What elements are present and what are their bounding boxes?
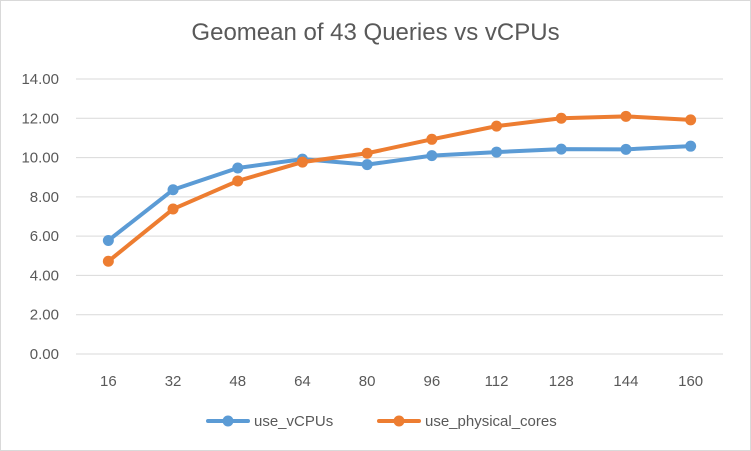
y-tick-label: 4.00: [30, 267, 59, 284]
data-point-use_physical_cores: [361, 147, 373, 159]
data-point-use_physical_cores: [620, 110, 632, 122]
data-point-use_vCPUs: [555, 143, 567, 155]
data-point-use_vCPUs: [232, 162, 244, 174]
x-tick-label: 64: [294, 373, 311, 390]
data-point-use_vCPUs: [620, 143, 632, 155]
x-tick-label: 96: [424, 373, 441, 390]
series-line-use_vCPUs: [106, 144, 693, 243]
data-point-use_physical_cores: [555, 112, 567, 124]
data-point-use_vCPUs: [167, 184, 179, 196]
y-tick-label: 8.00: [30, 189, 59, 206]
data-point-use_physical_cores: [426, 133, 438, 145]
legend-label: use_physical_cores: [425, 413, 557, 430]
chart-title: Geomean of 43 Queries vs vCPUs: [191, 19, 560, 46]
x-tick-label: 16: [100, 373, 117, 390]
y-tick-label: 10.00: [21, 150, 59, 167]
x-tick-label: 160: [678, 373, 703, 390]
y-tick-label: 14.00: [21, 71, 59, 88]
x-tick-label: 32: [165, 373, 182, 390]
x-tick-label: 128: [549, 373, 574, 390]
legend-label: use_vCPUs: [254, 413, 333, 430]
data-point-use_physical_cores: [685, 114, 697, 126]
x-tick-label: 112: [485, 373, 509, 390]
data-point-use_physical_cores: [296, 156, 308, 168]
data-point-use_physical_cores: [232, 175, 244, 187]
data-point-use_vCPUs: [426, 150, 438, 162]
data-point-use_physical_cores: [491, 120, 503, 132]
data-point-use_vCPUs: [102, 234, 114, 246]
series-line-use_physical_cores: [106, 114, 693, 264]
data-point-use_vCPUs: [685, 140, 697, 152]
y-tick-label: 2.00: [30, 307, 59, 324]
legend-marker-use_vCPUs: [222, 415, 234, 427]
data-point-use_physical_cores: [167, 203, 179, 215]
x-tick-label: 144: [613, 373, 638, 390]
data-point-use_physical_cores: [102, 255, 114, 267]
y-tick-label: 0.00: [30, 346, 59, 363]
data-point-use_vCPUs: [491, 146, 503, 158]
legend-marker-use_physical_cores: [393, 415, 405, 427]
x-tick-label: 80: [359, 373, 376, 390]
data-point-use_vCPUs: [361, 159, 373, 171]
y-tick-label: 12.00: [21, 110, 59, 127]
y-tick-label: 6.00: [30, 228, 59, 245]
x-tick-label: 48: [229, 373, 246, 390]
